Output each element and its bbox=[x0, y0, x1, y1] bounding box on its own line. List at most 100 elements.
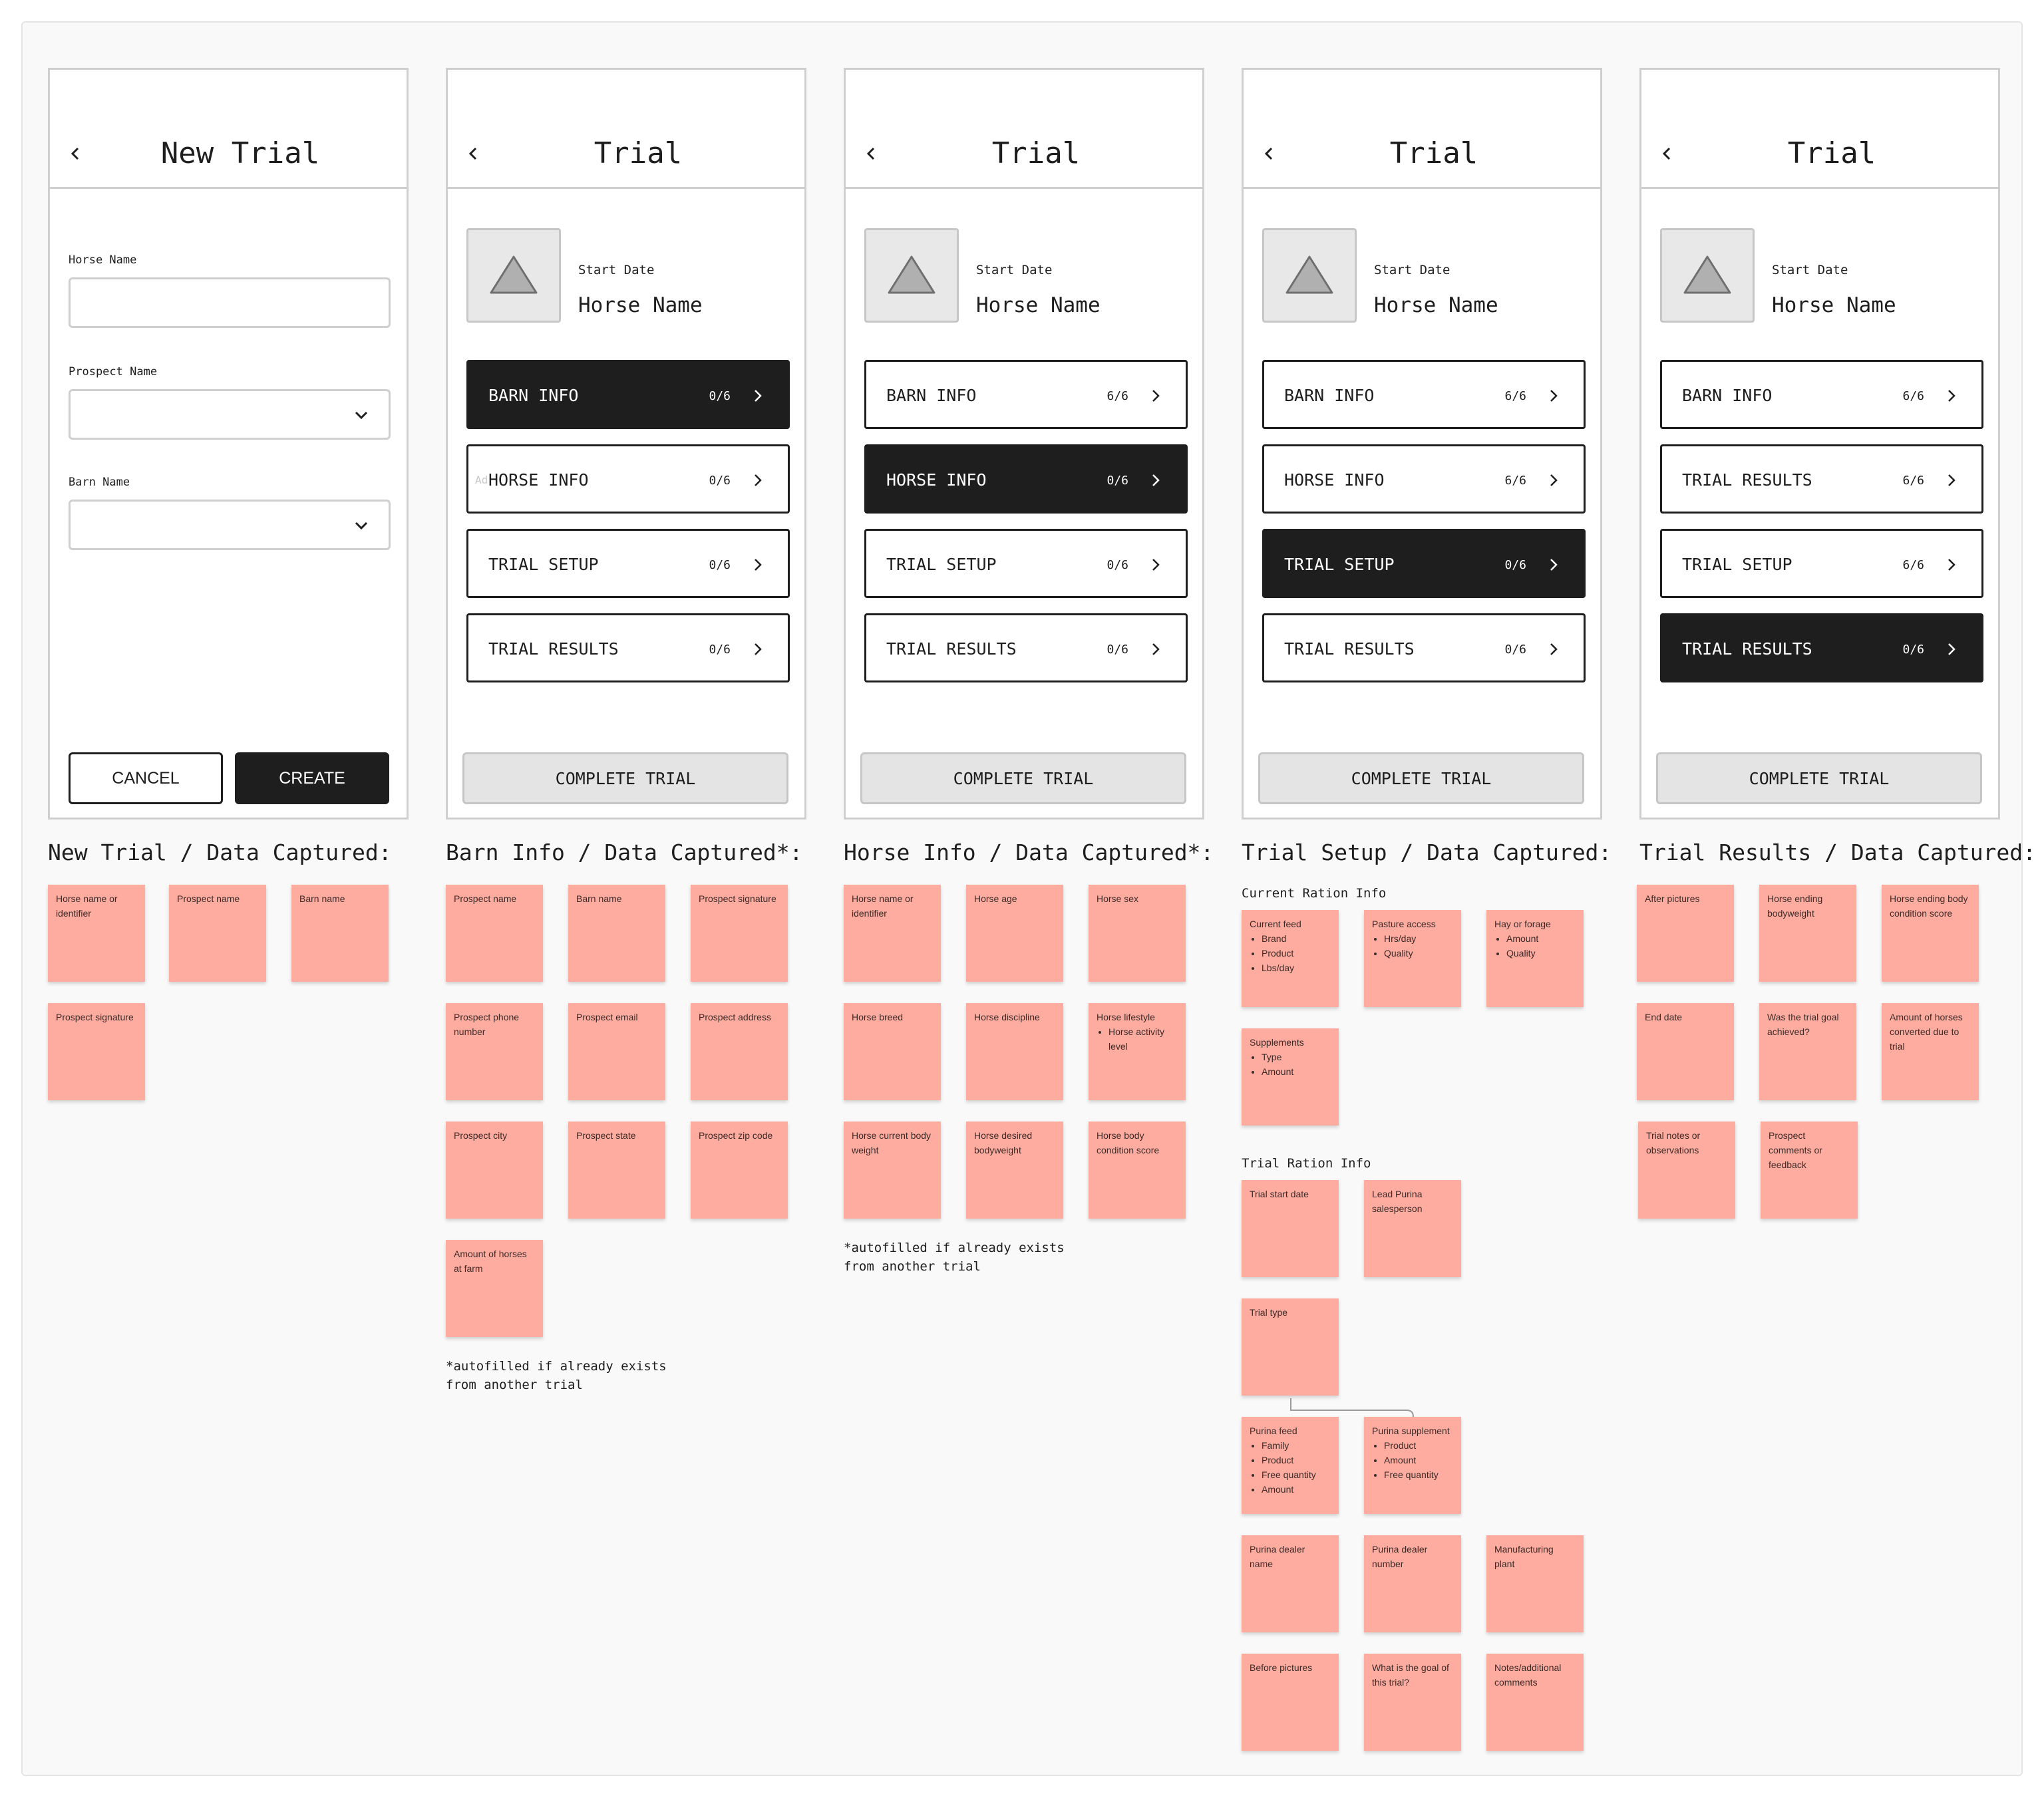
sticky-list-item: Free quantity bbox=[1262, 1467, 1331, 1482]
section-trial-results[interactable]: TRIAL RESULTS 0/6 bbox=[1262, 613, 1586, 682]
sticky-note: Was the trial goal achieved? bbox=[1759, 1003, 1856, 1100]
complete-trial-button[interactable]: COMPLETE TRIAL bbox=[1258, 752, 1584, 804]
section-trial-results[interactable]: TRIAL RESULTS 0/6 bbox=[1660, 613, 1983, 682]
sticky-note: Prospect name bbox=[169, 885, 266, 982]
chevron-left-icon[interactable] bbox=[1262, 146, 1277, 162]
section-horse-info[interactable]: HORSE INFO 6/6 bbox=[1262, 444, 1586, 514]
sticky-note: Horse discipline bbox=[966, 1003, 1063, 1100]
sticky-title: Supplements bbox=[1250, 1037, 1304, 1048]
wireframe-board: New Trial Horse Name Prospect Name Barn … bbox=[21, 21, 2036, 1776]
section-barn-info[interactable]: BARN INFO 6/6 bbox=[1262, 360, 1586, 429]
sticky-note: After pictures bbox=[1637, 885, 1734, 982]
section-label: TRIAL SETUP bbox=[488, 555, 599, 574]
sticky-list-item: Product bbox=[1262, 946, 1331, 961]
section-trial-results-2[interactable]: TRIAL RESULTS 6/6 bbox=[1660, 444, 1983, 514]
trial-ration-heading: Trial Ration Info bbox=[1242, 1156, 1371, 1171]
sticky-note: Purina supplement Product Amount Free qu… bbox=[1364, 1417, 1461, 1514]
chevron-right-icon bbox=[1152, 559, 1160, 571]
section-progress: 0/6 bbox=[709, 389, 731, 403]
sticky-note: Horse breed bbox=[844, 1003, 941, 1100]
section-progress: 6/6 bbox=[1902, 558, 1924, 572]
chevron-left-icon[interactable] bbox=[1660, 146, 1675, 162]
header: Trial bbox=[448, 70, 804, 189]
create-button[interactable]: CREATE bbox=[235, 752, 389, 804]
sticky-note: Prospect signature bbox=[48, 1003, 145, 1100]
captured-heading-barn-info: Barn Info / Data Captured*: bbox=[446, 839, 803, 865]
complete-trial-button[interactable]: COMPLETE TRIAL bbox=[860, 752, 1186, 804]
section-trial-results[interactable]: TRIAL RESULTS 0/6 bbox=[466, 613, 790, 682]
sticky-list-item: Type bbox=[1262, 1050, 1331, 1064]
section-label: TRIAL RESULTS bbox=[1682, 470, 1812, 490]
phone-trial-setup: Trial Start Date Horse Name BARN INFO 6/… bbox=[1242, 68, 1602, 820]
sticky-note: Horse age bbox=[966, 885, 1063, 982]
sticky-note: Prospect address bbox=[691, 1003, 788, 1100]
sticky-title: Purina feed bbox=[1250, 1425, 1297, 1436]
chevron-right-icon bbox=[1152, 643, 1160, 655]
section-trial-results[interactable]: TRIAL RESULTS 0/6 bbox=[864, 613, 1188, 682]
sticky-note: Trial start date bbox=[1242, 1180, 1339, 1277]
horse-photo[interactable] bbox=[864, 228, 959, 323]
page-title: Trial bbox=[991, 136, 1081, 170]
section-progress: 0/6 bbox=[1504, 643, 1526, 657]
sticky-list-item: Horse activity level bbox=[1108, 1024, 1178, 1054]
chevron-right-icon bbox=[1152, 390, 1160, 402]
sticky-title: Hay or forage bbox=[1494, 919, 1551, 929]
horse-photo[interactable] bbox=[1262, 228, 1357, 323]
chevron-down-icon bbox=[355, 411, 368, 420]
header: New Trial bbox=[50, 70, 407, 189]
start-date-label: Start Date bbox=[578, 263, 655, 277]
sticky-list-item: Product bbox=[1262, 1453, 1331, 1467]
sticky-note: Amount of horses at farm bbox=[446, 1240, 543, 1337]
sticky-list-item: Brand bbox=[1262, 931, 1331, 946]
prospect-name-label: Prospect Name bbox=[69, 365, 158, 378]
captured-heading-trial-setup: Trial Setup / Data Captured: bbox=[1242, 839, 1612, 865]
horse-photo[interactable] bbox=[466, 228, 561, 323]
prospect-name-select[interactable] bbox=[69, 389, 391, 440]
sticky-note: Prospect email bbox=[568, 1003, 665, 1100]
sticky-note: Prospect name bbox=[446, 885, 543, 982]
section-trial-setup[interactable]: TRIAL SETUP 0/6 bbox=[864, 529, 1188, 598]
sticky-note: Horse name or identifier bbox=[844, 885, 941, 982]
section-progress: 0/6 bbox=[1107, 558, 1128, 572]
section-barn-info[interactable]: BARN INFO 6/6 bbox=[1660, 360, 1983, 429]
sticky-note: Barn name bbox=[568, 885, 665, 982]
section-horse-info[interactable]: HORSE INFO 0/6 bbox=[864, 444, 1188, 514]
chevron-right-icon bbox=[1948, 559, 1956, 571]
section-progress: 6/6 bbox=[1504, 389, 1526, 403]
sticky-title: Pasture access bbox=[1372, 919, 1436, 929]
sticky-list-item: Hrs/day bbox=[1384, 931, 1453, 946]
sticky-list: Product Amount Free quantity bbox=[1372, 1438, 1453, 1482]
header: Trial bbox=[1641, 70, 1998, 189]
complete-trial-button[interactable]: COMPLETE TRIAL bbox=[1656, 752, 1982, 804]
section-barn-info[interactable]: BARN INFO 6/6 bbox=[864, 360, 1188, 429]
section-barn-info[interactable]: BARN INFO 0/6 bbox=[466, 360, 790, 429]
section-label: TRIAL RESULTS bbox=[1284, 639, 1415, 659]
section-trial-setup[interactable]: TRIAL SETUP 6/6 bbox=[1660, 529, 1983, 598]
image-placeholder-icon bbox=[490, 255, 538, 294]
chevron-right-icon bbox=[1948, 390, 1956, 402]
page-title: Trial bbox=[1389, 136, 1478, 170]
complete-trial-button[interactable]: COMPLETE TRIAL bbox=[462, 752, 788, 804]
branch-connector bbox=[1290, 1398, 1414, 1438]
current-ration-heading: Current Ration Info bbox=[1242, 886, 1387, 901]
cancel-button[interactable]: CANCEL bbox=[69, 752, 223, 804]
horse-name-input[interactable] bbox=[69, 277, 391, 328]
horse-photo[interactable] bbox=[1660, 228, 1755, 323]
section-trial-setup[interactable]: TRIAL SETUP 0/6 bbox=[1262, 529, 1586, 598]
sticky-note: Horse ending bodyweight bbox=[1759, 885, 1856, 982]
sticky-list-item: Amount bbox=[1506, 931, 1576, 946]
sticky-list: Hrs/day Quality bbox=[1372, 931, 1453, 961]
section-trial-setup[interactable]: TRIAL SETUP 0/6 bbox=[466, 529, 790, 598]
chevron-left-icon[interactable] bbox=[466, 146, 481, 162]
chevron-left-icon[interactable] bbox=[69, 146, 83, 162]
header: Trial bbox=[846, 70, 1202, 189]
sticky-note: Lead Purina salesperson bbox=[1364, 1180, 1461, 1277]
sticky-list: Amount Quality bbox=[1494, 931, 1576, 961]
sticky-list: Type Amount bbox=[1250, 1050, 1331, 1079]
section-horse-info[interactable]: Ad HORSE INFO 0/6 bbox=[466, 444, 790, 514]
section-progress: 6/6 bbox=[1107, 389, 1128, 403]
chevron-left-icon[interactable] bbox=[864, 146, 879, 162]
section-progress: 0/6 bbox=[1107, 643, 1128, 657]
section-progress: 6/6 bbox=[1902, 474, 1924, 488]
barn-name-select[interactable] bbox=[69, 500, 391, 550]
